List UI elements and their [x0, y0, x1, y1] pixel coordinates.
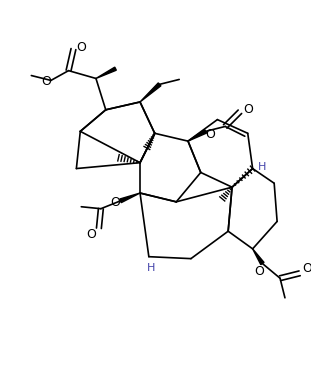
Text: O: O	[206, 128, 216, 141]
Polygon shape	[253, 249, 264, 265]
Polygon shape	[96, 67, 116, 79]
Text: O: O	[76, 40, 86, 54]
Polygon shape	[140, 83, 161, 102]
Text: O: O	[243, 103, 253, 116]
Text: O: O	[254, 265, 264, 278]
Text: H: H	[258, 161, 267, 172]
Text: O: O	[303, 262, 311, 275]
Polygon shape	[120, 193, 140, 203]
Text: H: H	[146, 263, 155, 273]
Text: O: O	[111, 196, 120, 209]
Polygon shape	[188, 130, 207, 141]
Text: O: O	[41, 75, 51, 88]
Text: O: O	[86, 228, 96, 241]
